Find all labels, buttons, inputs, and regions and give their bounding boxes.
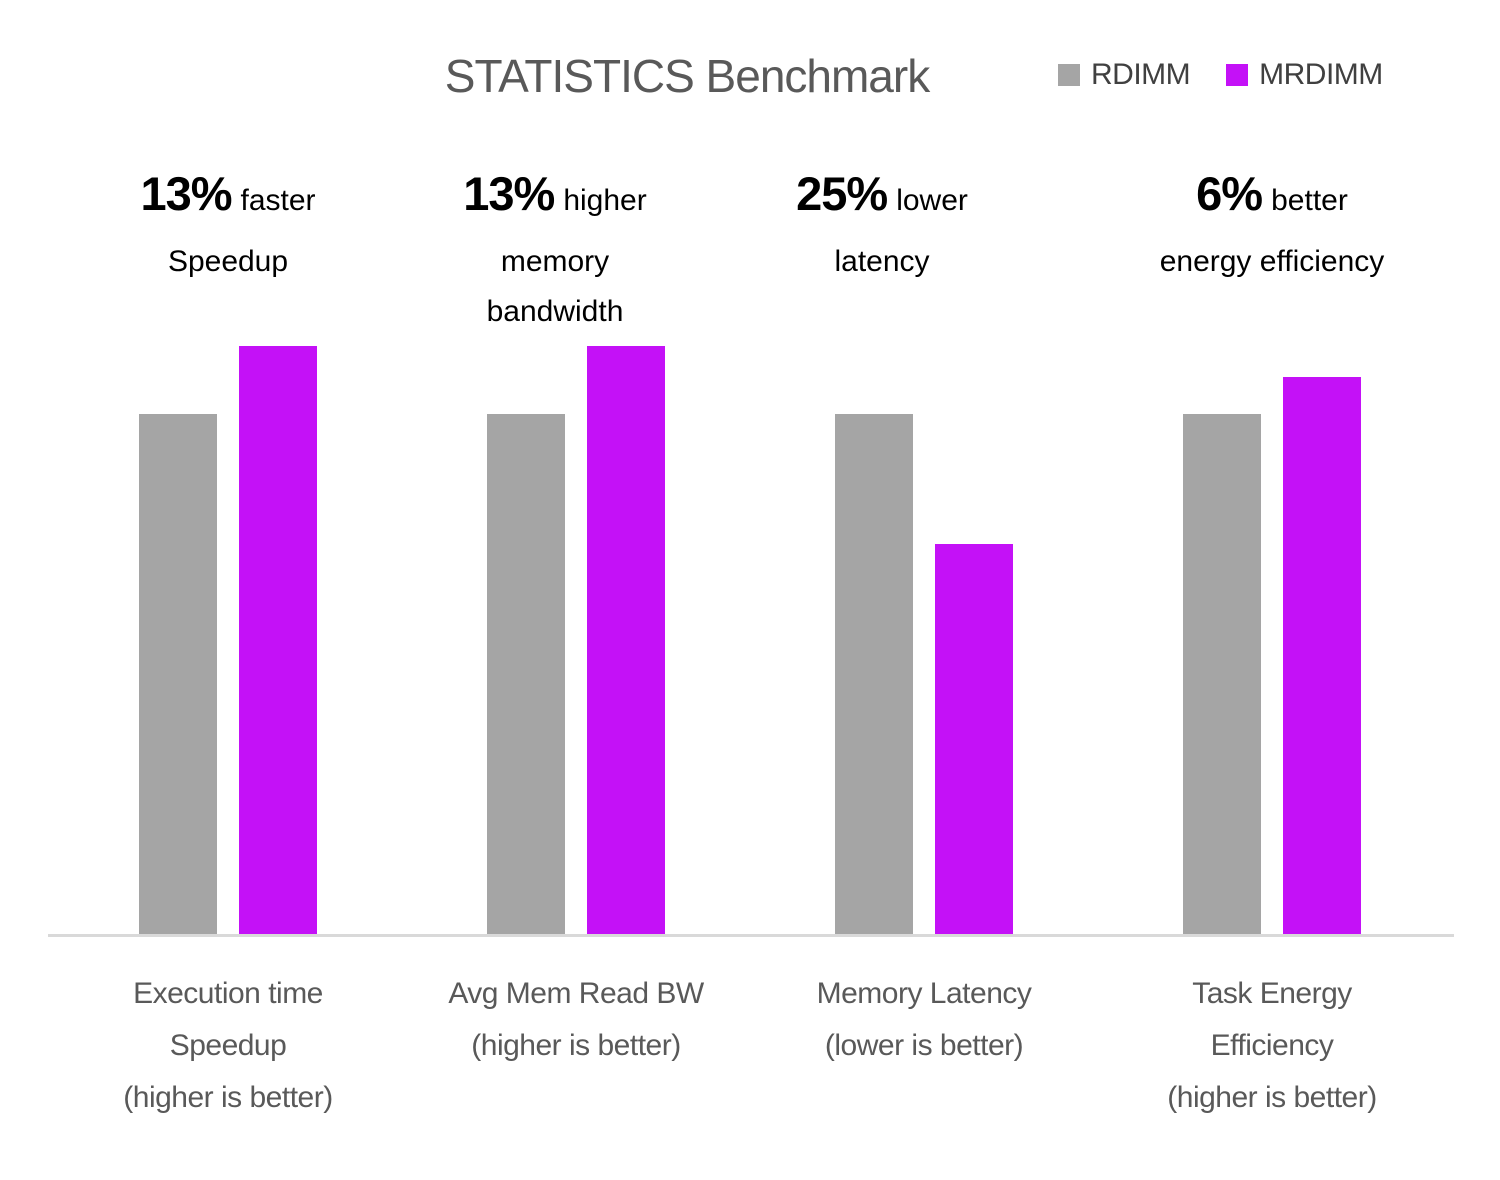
annotation-line: bandwidth: [486, 295, 624, 328]
annotation-energy: 6% better energy efficiency: [1098, 163, 1446, 287]
category-line: Task Energy: [1192, 977, 1352, 1010]
chart-title: STATISTICS Benchmark: [444, 50, 930, 102]
category-line: (higher is better): [1167, 1081, 1377, 1114]
bar-0-1: [487, 414, 565, 936]
bar-1-2: [935, 544, 1013, 936]
annotation-headline: 25% lower: [708, 163, 1056, 237]
bar-1-1: [587, 346, 665, 936]
bar-group-latency: [750, 0, 1098, 936]
mrdimm-swatch-icon: [1226, 64, 1249, 86]
plot-area: [54, 0, 1446, 936]
x-axis-line: [48, 934, 1454, 937]
category-label-latency: Memory Latency (lower is better): [750, 968, 1098, 1072]
annotation-speedup: 13% faster Speedup: [54, 163, 402, 287]
legend-label-rdimm: RDIMM: [1091, 58, 1191, 91]
legend-item-mrdimm: MRDIMM: [1226, 58, 1383, 92]
annotation-word: faster: [240, 184, 316, 217]
annotation-percent: 6%: [1196, 167, 1263, 220]
annotation-word: better: [1271, 184, 1348, 217]
annotation-headline: 13% higher: [381, 163, 729, 237]
bar-0-2: [835, 414, 913, 936]
bar-group-energy: [1098, 0, 1446, 936]
bar-0-3: [1183, 414, 1261, 936]
legend-label-mrdimm: MRDIMM: [1259, 58, 1383, 91]
annotation-latency: 25% lower latency: [708, 163, 1056, 287]
bar-group-execution-time: [54, 0, 402, 936]
annotation-line: latency: [834, 245, 930, 278]
annotation-percent: 25%: [796, 167, 888, 220]
category-label-bandwidth: Avg Mem Read BW (higher is better): [402, 968, 750, 1072]
category-line: Avg Mem Read BW: [448, 977, 704, 1010]
legend: RDIMM MRDIMM: [1058, 58, 1383, 92]
annotation-word: higher: [563, 184, 647, 217]
annotation-headline: 13% faster: [54, 163, 402, 237]
category-line: (higher is better): [471, 1029, 681, 1062]
category-line: Efficiency: [1210, 1029, 1334, 1062]
category-line: (lower is better): [824, 1029, 1024, 1062]
legend-item-rdimm: RDIMM: [1058, 58, 1191, 92]
annotation-percent: 13%: [463, 167, 555, 220]
category-label-execution-time: Execution time Speedup (higher is better): [54, 968, 402, 1124]
bar-1-3: [1283, 377, 1361, 936]
category-line: Speedup: [169, 1029, 287, 1062]
category-label-energy: Task Energy Efficiency (higher is better): [1098, 968, 1446, 1124]
annotation-bandwidth: 13% higher memory bandwidth: [381, 163, 729, 337]
annotation-percent: 13%: [140, 167, 232, 220]
annotation-word: lower: [896, 184, 968, 217]
category-line: (higher is better): [123, 1081, 333, 1114]
bar-group-bandwidth: [402, 0, 750, 936]
annotation-line: memory: [500, 245, 610, 278]
bar-1-0: [239, 346, 317, 936]
bar-0-0: [139, 414, 217, 936]
category-line: Memory Latency: [816, 977, 1032, 1010]
annotation-line: Speedup: [167, 245, 289, 278]
annotation-line: energy efficiency: [1159, 245, 1385, 278]
rdimm-swatch-icon: [1058, 64, 1080, 86]
annotation-headline: 6% better: [1098, 163, 1446, 237]
category-line: Execution time: [133, 977, 323, 1010]
